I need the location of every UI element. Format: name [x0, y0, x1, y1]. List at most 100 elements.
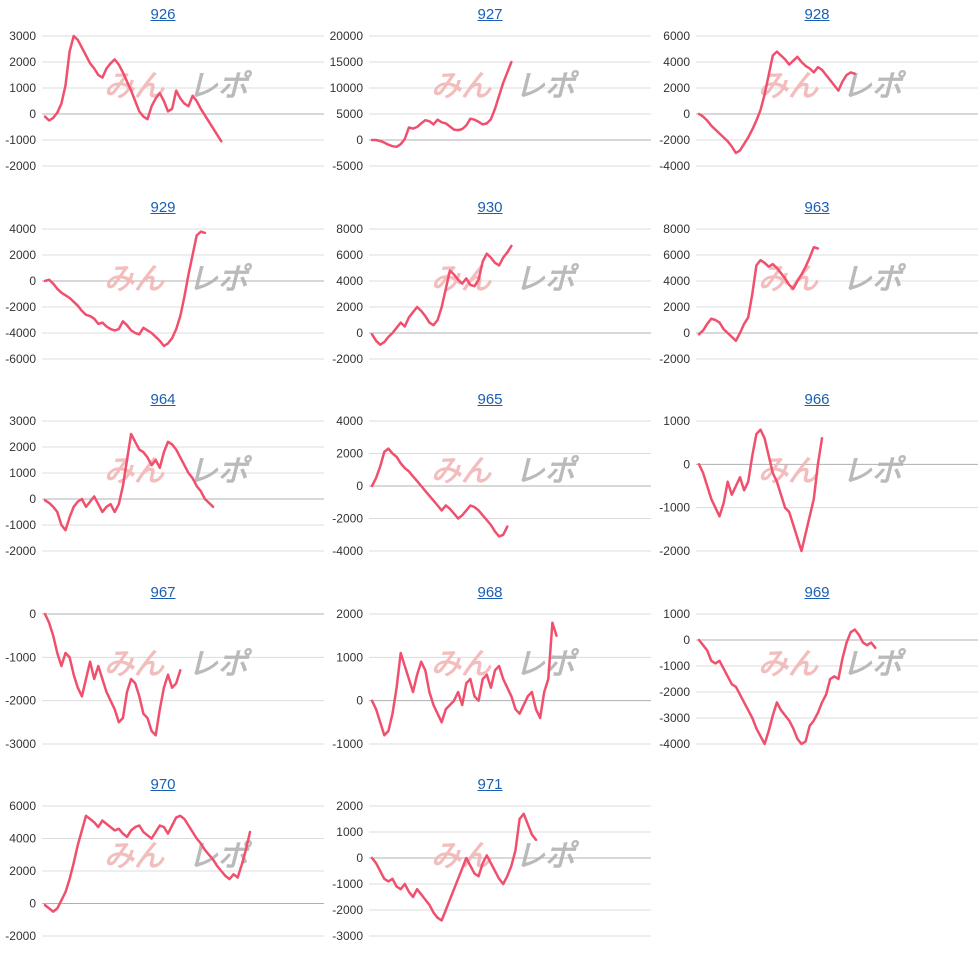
- y-tick-label: 4000: [9, 222, 36, 236]
- watermark-logo: みん レポ: [104, 839, 253, 874]
- y-tick-label: 2000: [663, 81, 690, 95]
- chart-title-link[interactable]: 927: [477, 6, 503, 23]
- chart-title-link[interactable]: 930: [477, 199, 503, 216]
- chart-title-link[interactable]: 965: [477, 391, 503, 408]
- chart-panel-963: 963 8000 6000 4000 2000 0 -2000 みん レポ: [654, 193, 979, 385]
- svg-text:レポ: レポ: [188, 647, 253, 682]
- y-tick-label: -2000: [332, 512, 363, 526]
- chart-title-link[interactable]: 971: [477, 776, 503, 793]
- y-tick-label: 0: [683, 107, 690, 121]
- line-chart: 3000 2000 1000 0 -1000 -2000 みん レポ: [5, 29, 324, 173]
- y-tick-label: -2000: [332, 903, 363, 917]
- y-tick-label: 5000: [336, 107, 363, 121]
- y-tick-label: -4000: [659, 737, 690, 751]
- y-tick-label: -1000: [5, 650, 36, 664]
- svg-text:みん: みん: [758, 647, 819, 682]
- svg-text:みん: みん: [104, 647, 165, 682]
- watermark-logo: みん レポ: [104, 69, 253, 104]
- y-tick-label: -2000: [332, 352, 363, 366]
- svg-text:レポ: レポ: [515, 262, 580, 297]
- y-tick-label: 2000: [9, 248, 36, 262]
- y-tick-label: 10000: [330, 81, 364, 95]
- chart-title-link[interactable]: 969: [804, 584, 830, 601]
- chart-panel-929: 929 4000 2000 0 -2000 -4000 -6000 みん レポ: [0, 193, 326, 385]
- watermark-logo: みん レポ: [104, 262, 253, 297]
- y-tick-label: 1000: [336, 825, 363, 839]
- y-tick-label: 1000: [336, 650, 363, 664]
- svg-text:レポ: レポ: [515, 454, 580, 489]
- y-tick-label: 2000: [9, 55, 36, 69]
- chart-title-link[interactable]: 963: [804, 199, 830, 216]
- svg-text:みん: みん: [104, 262, 165, 297]
- y-tick-label: 1000: [663, 607, 690, 621]
- y-tick-label: -1000: [332, 737, 363, 751]
- y-tick-label: 0: [29, 607, 36, 621]
- chart-title-link[interactable]: 929: [150, 199, 176, 216]
- y-tick-label: -1000: [332, 877, 363, 891]
- watermark-logo: みん レポ: [104, 647, 253, 682]
- chart-title-link[interactable]: 966: [804, 391, 830, 408]
- y-tick-label: 3000: [9, 414, 36, 428]
- svg-text:みん: みん: [758, 454, 819, 489]
- y-tick-label: 2000: [336, 799, 363, 813]
- chart-title-link[interactable]: 964: [150, 391, 176, 408]
- chart-title-link[interactable]: 926: [150, 6, 176, 23]
- y-tick-label: 15000: [330, 55, 364, 69]
- y-tick-label: 0: [683, 326, 690, 340]
- series-line: [43, 34, 223, 143]
- y-tick-label: 1000: [9, 466, 36, 480]
- series-line: [370, 244, 513, 346]
- y-tick-label: 1000: [663, 414, 690, 428]
- series-line: [43, 814, 252, 913]
- svg-text:レポ: レポ: [188, 69, 253, 104]
- line-chart: 4000 2000 0 -2000 -4000 -6000 みん レポ: [5, 222, 324, 366]
- y-tick-label: 4000: [336, 414, 363, 428]
- y-tick-label: 2000: [9, 864, 36, 878]
- y-tick-label: -2000: [659, 352, 690, 366]
- y-tick-label: 0: [683, 633, 690, 647]
- y-tick-label: -2000: [659, 544, 690, 558]
- chart-panel-970: 970 6000 4000 2000 0 -2000 みん レポ: [0, 770, 326, 962]
- watermark-logo: みん レポ: [431, 454, 580, 489]
- line-chart: 4000 2000 0 -2000 -4000 みん レポ: [332, 414, 651, 558]
- line-chart: 2000 1000 0 -1000 みん レポ: [332, 607, 651, 751]
- chart-title-link[interactable]: 967: [150, 584, 176, 601]
- chart-title-link[interactable]: 968: [477, 584, 503, 601]
- svg-text:レポ: レポ: [515, 839, 580, 874]
- y-tick-label: 0: [29, 274, 36, 288]
- chart-panel-968: 968 2000 1000 0 -1000 みん レポ: [327, 578, 653, 770]
- y-tick-label: 0: [356, 133, 363, 147]
- chart-panel-964: 964 3000 2000 1000 0 -1000 -2000 みん レポ: [0, 385, 326, 577]
- svg-text:みん: みん: [431, 454, 492, 489]
- series-line: [43, 432, 215, 532]
- y-tick-label: 6000: [663, 248, 690, 262]
- y-tick-label: 6000: [663, 29, 690, 43]
- y-tick-label: 2000: [663, 300, 690, 314]
- y-tick-label: 20000: [330, 29, 364, 43]
- y-tick-label: 0: [683, 457, 690, 471]
- y-tick-label: -2000: [5, 694, 36, 708]
- chart-panel-965: 965 4000 2000 0 -2000 -4000 みん レポ: [327, 385, 653, 577]
- chart-title-link[interactable]: 970: [150, 776, 176, 793]
- y-tick-label: -1000: [5, 133, 36, 147]
- y-tick-label: -2000: [5, 929, 36, 943]
- series-line: [370, 812, 538, 922]
- chart-panel-928: 928 6000 4000 2000 0 -2000 -4000 みん レポ: [654, 0, 979, 192]
- y-tick-label: 2000: [336, 300, 363, 314]
- svg-text:レポ: レポ: [842, 69, 907, 104]
- y-tick-label: -4000: [5, 326, 36, 340]
- chart-title-link[interactable]: 928: [804, 6, 830, 23]
- y-tick-label: -2000: [5, 300, 36, 314]
- svg-text:レポ: レポ: [188, 262, 253, 297]
- y-tick-label: 8000: [336, 222, 363, 236]
- y-tick-label: -3000: [659, 711, 690, 725]
- series-line: [43, 612, 182, 737]
- y-tick-label: 4000: [663, 274, 690, 288]
- svg-text:みん: みん: [431, 647, 492, 682]
- watermark-logo: みん レポ: [431, 839, 580, 874]
- svg-text:レポ: レポ: [842, 262, 907, 297]
- y-tick-label: 0: [356, 694, 363, 708]
- y-tick-label: 0: [29, 897, 36, 911]
- svg-text:レポ: レポ: [842, 647, 907, 682]
- y-tick-label: -4000: [332, 544, 363, 558]
